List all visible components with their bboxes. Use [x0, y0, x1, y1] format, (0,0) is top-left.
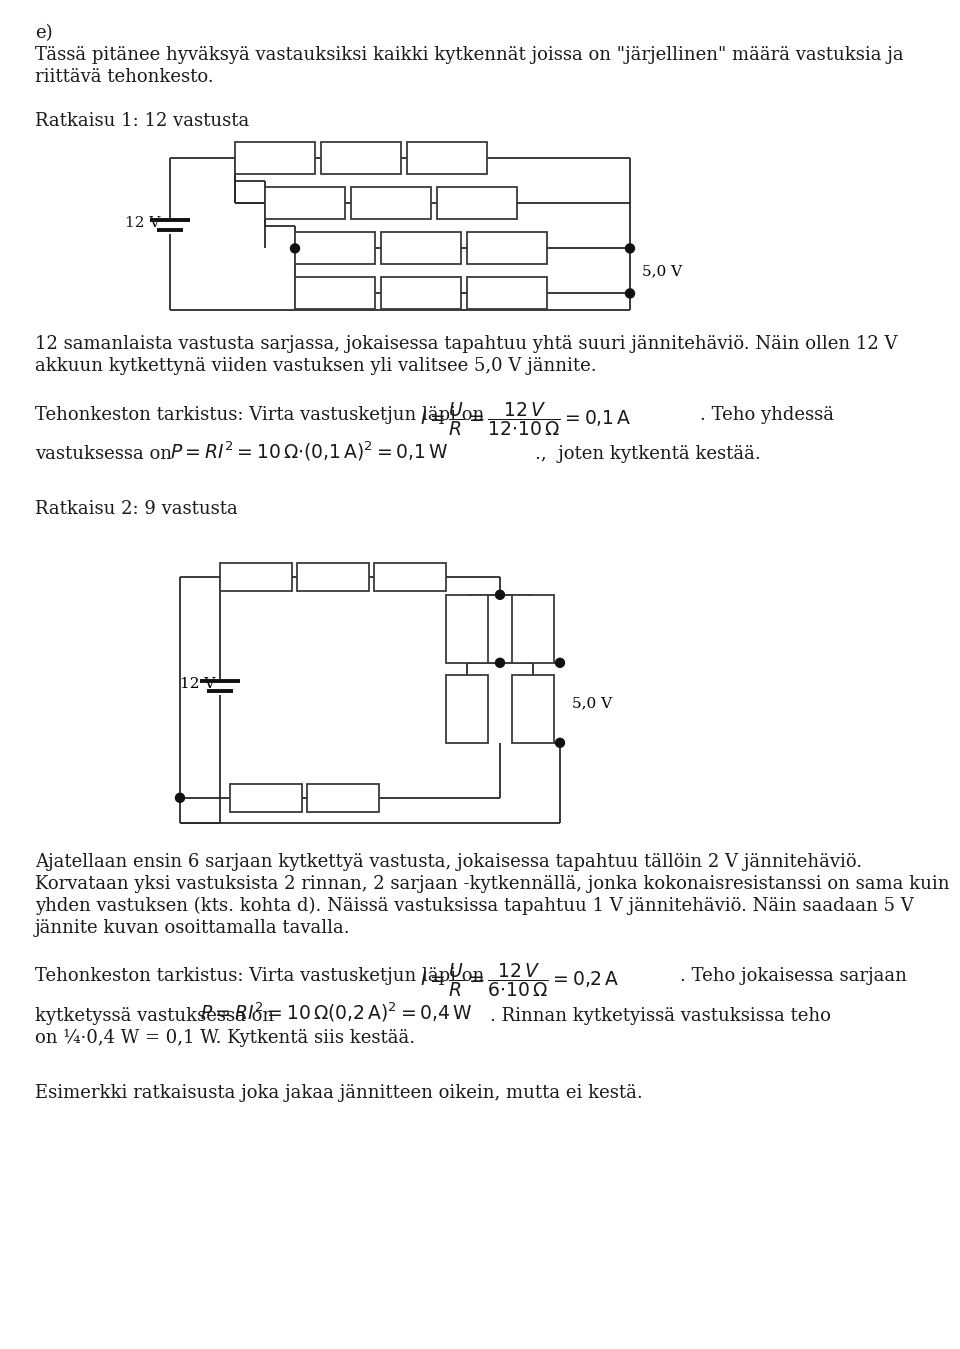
Text: 12 V: 12 V	[180, 677, 215, 691]
Text: Tehonkeston tarkistus: Virta vastusketjun läpi on: Tehonkeston tarkistus: Virta vastusketju…	[35, 967, 484, 985]
Circle shape	[495, 658, 505, 668]
Circle shape	[495, 591, 505, 599]
Text: $P=RI^2=10\,\Omega{\cdot}(0{,}1\,\mathrm{A})^2=0{,}1\,\mathrm{W}$: $P=RI^2=10\,\Omega{\cdot}(0{,}1\,\mathrm…	[170, 440, 448, 463]
Bar	[297, 563, 369, 591]
Bar	[295, 278, 375, 309]
Bar	[235, 143, 315, 174]
Bar	[446, 595, 488, 662]
Circle shape	[556, 738, 564, 747]
Text: Ratkaisu 2: 9 vastusta: Ratkaisu 2: 9 vastusta	[35, 500, 238, 518]
Bar	[295, 232, 375, 264]
Text: . Rinnan kytketyissä vastuksissa teho: . Rinnan kytketyissä vastuksissa teho	[490, 1006, 830, 1025]
Circle shape	[556, 658, 564, 668]
Bar	[437, 188, 517, 220]
Bar	[374, 563, 446, 591]
Text: jännite kuvan osoittamalla tavalla.: jännite kuvan osoittamalla tavalla.	[35, 919, 350, 936]
Text: 12 samanlaista vastusta sarjassa, jokaisessa tapahtuu yhtä suuri jännitehäviö. N: 12 samanlaista vastusta sarjassa, jokais…	[35, 336, 898, 353]
Text: Esimerkki ratkaisusta joka jakaa jännitteen oikein, mutta ei kestä.: Esimerkki ratkaisusta joka jakaa jännitt…	[35, 1083, 643, 1102]
Text: Ratkaisu 1: 12 vastusta: Ratkaisu 1: 12 vastusta	[35, 112, 250, 130]
Text: 5,0 V: 5,0 V	[642, 264, 683, 278]
Text: Tässä pitänee hyväksyä vastauksiksi kaikki kytkennät joissa on "järjellinen" mää: Tässä pitänee hyväksyä vastauksiksi kaik…	[35, 46, 903, 63]
Bar	[381, 278, 461, 309]
Text: riittävä tehonkesto.: riittävä tehonkesto.	[35, 67, 214, 86]
Text: . Teho jokaisessa sarjaan: . Teho jokaisessa sarjaan	[680, 967, 907, 985]
Bar	[220, 563, 292, 591]
Bar	[407, 143, 487, 174]
Text: $I=\dfrac{U}{R}=\dfrac{12\,V}{12{\cdot}10\,\Omega}=0{,}1\,\mathrm{A}$: $I=\dfrac{U}{R}=\dfrac{12\,V}{12{\cdot}1…	[420, 399, 632, 437]
Bar	[351, 188, 431, 220]
Circle shape	[626, 289, 635, 298]
Text: .,  joten kytkentä kestää.: ., joten kytkentä kestää.	[535, 445, 760, 464]
Text: Ajatellaan ensin 6 sarjaan kytkettyä vastusta, jokaisessa tapahtuu tällöin 2 V j: Ajatellaan ensin 6 sarjaan kytkettyä vas…	[35, 853, 862, 871]
Text: kytketyssä vastuksessa on: kytketyssä vastuksessa on	[35, 1006, 275, 1025]
Text: yhden vastuksen (kts. kohta d). Näissä vastuksissa tapahtuu 1 V jännitehäviö. Nä: yhden vastuksen (kts. kohta d). Näissä v…	[35, 897, 914, 915]
Text: vastuksessa on: vastuksessa on	[35, 445, 172, 464]
Bar	[446, 674, 488, 743]
Circle shape	[626, 244, 635, 252]
Text: Korvataan yksi vastuksista 2 rinnan, 2 sarjaan -kytkennällä, jonka kokonaisresis: Korvataan yksi vastuksista 2 rinnan, 2 s…	[35, 874, 949, 893]
Bar	[512, 595, 554, 662]
Text: Tehonkeston tarkistus: Virta vastusketjun läpi on: Tehonkeston tarkistus: Virta vastusketju…	[35, 406, 484, 424]
Text: akkuun kytkettynä viiden vastuksen yli valitsee 5,0 V jännite.: akkuun kytkettynä viiden vastuksen yli v…	[35, 357, 596, 375]
Text: . Teho yhdessä: . Teho yhdessä	[700, 406, 834, 424]
Bar	[307, 784, 379, 812]
Text: 5,0 V: 5,0 V	[572, 696, 612, 710]
Text: 12 V: 12 V	[125, 216, 160, 229]
Bar	[230, 784, 302, 812]
Circle shape	[291, 244, 300, 252]
Bar	[467, 278, 547, 309]
Bar	[512, 674, 554, 743]
Text: $P=RI^2=10\,\Omega(0{,}2\,\mathrm{A})^2=0{,}4\,\mathrm{W}$: $P=RI^2=10\,\Omega(0{,}2\,\mathrm{A})^2=…	[200, 1001, 472, 1024]
Text: e): e)	[35, 24, 53, 42]
Text: $I=\dfrac{U}{R}=\dfrac{12\,V}{6{\cdot}10\,\Omega}=0{,}2\,\mathrm{A}$: $I=\dfrac{U}{R}=\dfrac{12\,V}{6{\cdot}10…	[420, 962, 619, 1000]
Circle shape	[176, 793, 184, 803]
Bar	[321, 143, 401, 174]
Bar	[381, 232, 461, 264]
Bar	[467, 232, 547, 264]
Text: on ¼·0,4 W = 0,1 W. Kytkentä siis kestää.: on ¼·0,4 W = 0,1 W. Kytkentä siis kestää…	[35, 1029, 415, 1047]
Bar	[265, 188, 345, 220]
